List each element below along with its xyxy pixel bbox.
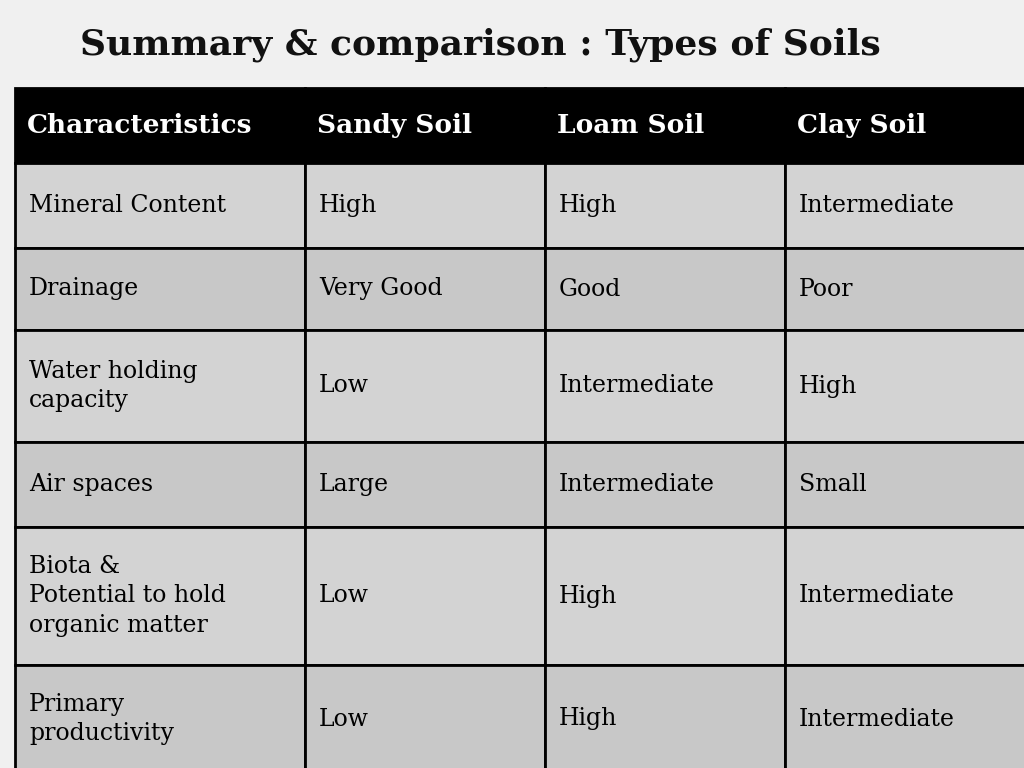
FancyBboxPatch shape xyxy=(545,527,785,665)
FancyBboxPatch shape xyxy=(305,442,545,527)
Text: Intermediate: Intermediate xyxy=(799,584,955,607)
Text: Summary & comparison : Types of Soils: Summary & comparison : Types of Soils xyxy=(80,28,881,62)
FancyBboxPatch shape xyxy=(305,88,545,163)
FancyBboxPatch shape xyxy=(545,88,785,163)
Text: Intermediate: Intermediate xyxy=(799,194,955,217)
Text: Air spaces: Air spaces xyxy=(29,473,154,496)
Text: Sandy Soil: Sandy Soil xyxy=(317,113,472,138)
Text: Large: Large xyxy=(319,473,389,496)
Text: Low: Low xyxy=(319,375,369,398)
FancyBboxPatch shape xyxy=(545,442,785,527)
FancyBboxPatch shape xyxy=(785,665,1024,768)
Text: Drainage: Drainage xyxy=(29,277,139,300)
FancyBboxPatch shape xyxy=(15,442,305,527)
FancyBboxPatch shape xyxy=(305,248,545,330)
Text: Clay Soil: Clay Soil xyxy=(797,113,927,138)
FancyBboxPatch shape xyxy=(15,665,305,768)
Text: High: High xyxy=(319,194,378,217)
FancyBboxPatch shape xyxy=(785,248,1024,330)
Text: Mineral Content: Mineral Content xyxy=(29,194,226,217)
Text: High: High xyxy=(559,707,617,730)
Text: Intermediate: Intermediate xyxy=(559,473,715,496)
Text: Very Good: Very Good xyxy=(319,277,442,300)
FancyBboxPatch shape xyxy=(785,442,1024,527)
FancyBboxPatch shape xyxy=(785,163,1024,248)
FancyBboxPatch shape xyxy=(15,248,305,330)
Text: Loam Soil: Loam Soil xyxy=(557,113,705,138)
Text: Low: Low xyxy=(319,707,369,730)
FancyBboxPatch shape xyxy=(785,88,1024,163)
FancyBboxPatch shape xyxy=(305,163,545,248)
Text: Intermediate: Intermediate xyxy=(559,375,715,398)
Text: Good: Good xyxy=(559,277,622,300)
FancyBboxPatch shape xyxy=(785,330,1024,442)
Text: Poor: Poor xyxy=(799,277,853,300)
FancyBboxPatch shape xyxy=(545,163,785,248)
FancyBboxPatch shape xyxy=(545,665,785,768)
FancyBboxPatch shape xyxy=(305,665,545,768)
Text: Water holding
capacity: Water holding capacity xyxy=(29,360,198,412)
Text: Low: Low xyxy=(319,584,369,607)
FancyBboxPatch shape xyxy=(545,248,785,330)
Text: High: High xyxy=(559,194,617,217)
FancyBboxPatch shape xyxy=(305,330,545,442)
FancyBboxPatch shape xyxy=(15,330,305,442)
Text: Small: Small xyxy=(799,473,866,496)
Text: High: High xyxy=(559,584,617,607)
FancyBboxPatch shape xyxy=(545,330,785,442)
FancyBboxPatch shape xyxy=(785,527,1024,665)
FancyBboxPatch shape xyxy=(15,163,305,248)
Text: Primary
productivity: Primary productivity xyxy=(29,693,174,745)
FancyBboxPatch shape xyxy=(305,527,545,665)
Text: High: High xyxy=(799,375,857,398)
Text: Characteristics: Characteristics xyxy=(27,113,253,138)
Text: Biota &
Potential to hold
organic matter: Biota & Potential to hold organic matter xyxy=(29,555,226,637)
Text: Intermediate: Intermediate xyxy=(799,707,955,730)
FancyBboxPatch shape xyxy=(15,88,305,163)
FancyBboxPatch shape xyxy=(15,527,305,665)
